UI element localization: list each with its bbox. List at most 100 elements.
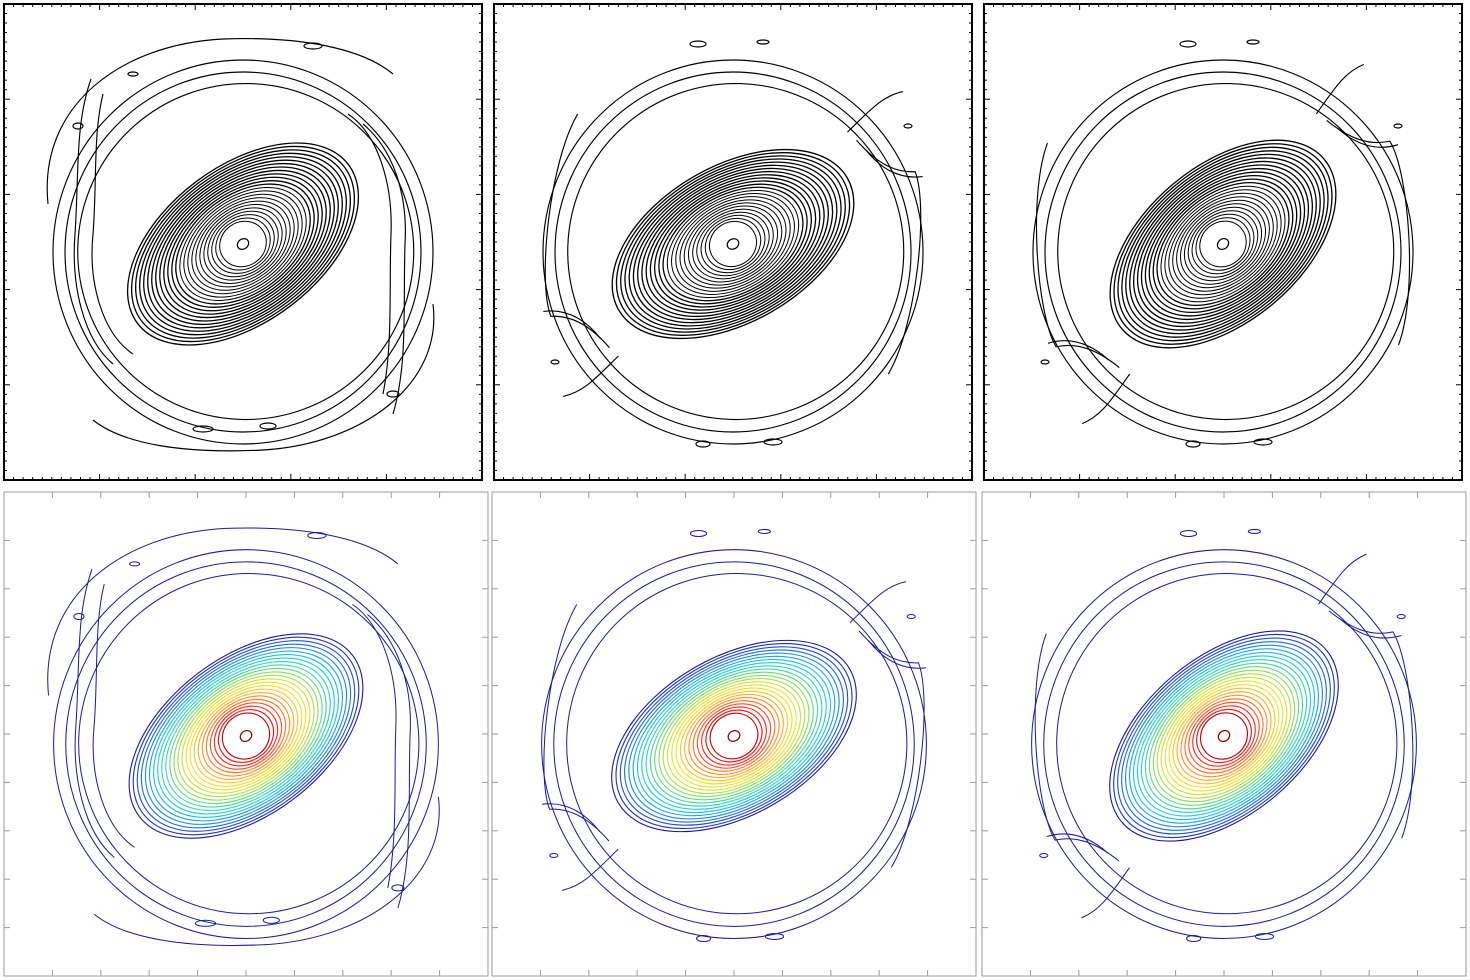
vortex-contour [671, 684, 797, 788]
fragment-contour [1396, 613, 1406, 620]
spiral-arm-contour [91, 93, 134, 355]
spiral-arm-contour [1034, 633, 1120, 862]
vortex-contour [637, 167, 829, 321]
vortex-contour [679, 690, 789, 782]
panel-frame [491, 491, 977, 977]
panel-bottom-left [3, 491, 489, 977]
panel-frame [3, 491, 489, 977]
spiral-arm-contour [46, 38, 394, 205]
frame-ticks [492, 492, 976, 976]
ring-contour [77, 82, 415, 421]
vortex-contour [611, 148, 855, 340]
spiral-arm-contour [347, 113, 392, 395]
vortex-contour [628, 161, 838, 327]
vortex-contour [1192, 705, 1256, 767]
vortex-contour [1184, 698, 1264, 774]
vortex-contour [1144, 171, 1302, 317]
vortex-contour [147, 159, 339, 329]
fragment-contour [549, 852, 559, 859]
vortex-contours [611, 148, 855, 340]
vortex-contour [632, 164, 834, 324]
vortex-contour [1164, 189, 1282, 299]
fragment-contour [1186, 934, 1202, 943]
vortex-contour [675, 687, 793, 785]
vortex-contour [654, 671, 814, 801]
vortex-core-contour [1217, 729, 1231, 743]
panel-frame [981, 491, 1467, 977]
ring-contour [64, 71, 422, 433]
vortex-contour [658, 183, 808, 305]
fragment-contours [1040, 39, 1403, 448]
spiral-arm-contour [73, 78, 114, 365]
vortex-contour [1187, 210, 1259, 278]
vortex-contour [183, 190, 303, 298]
fragment-contour [903, 123, 913, 129]
fragment-contours [72, 42, 400, 433]
fragment-contour [1040, 359, 1050, 365]
panel-frame [3, 3, 483, 481]
spiral-arm-contour [541, 803, 601, 833]
vortex-contour [132, 636, 360, 836]
spiral-arm-contour [92, 303, 435, 452]
ring-contour [53, 549, 439, 940]
vortex-contour [203, 207, 283, 281]
fragment-contour [763, 438, 783, 446]
vortex-contour [1156, 673, 1292, 799]
vortex-contour [662, 677, 806, 795]
vortex-contour [1113, 633, 1335, 839]
spiral-arm-contour [865, 149, 923, 178]
vortex-contour [700, 214, 766, 274]
spiral-arm-contour [561, 848, 619, 891]
fragment-contour [906, 613, 916, 620]
vortex-contour [696, 211, 770, 277]
vortex-contour [187, 193, 299, 295]
vortex-contour [1136, 164, 1310, 324]
fragment-contour [127, 71, 139, 77]
fragment-contour [757, 528, 771, 534]
vortex-contour [128, 633, 364, 839]
fragment-contours [1039, 528, 1406, 943]
vortex-contour [217, 709, 275, 763]
vortex-contour [167, 176, 319, 312]
vortex-contour [191, 197, 295, 291]
vortex-contour [221, 712, 271, 760]
vortex-contour [611, 639, 857, 833]
vortex-contour [213, 705, 279, 767]
vortex-contour [1132, 160, 1314, 328]
panel-frame [493, 3, 973, 481]
outer-ring-contours [541, 549, 927, 940]
vortex-contour [179, 186, 307, 302]
vortex-contour [1113, 143, 1333, 345]
vortex-contour [1183, 206, 1263, 282]
ring-contour [52, 59, 434, 445]
vortex-contour [696, 703, 772, 769]
fragment-contour [303, 42, 323, 50]
spiral-arm-contours [47, 527, 440, 946]
spiral-arm-contour [352, 603, 397, 888]
vortex-contour [708, 220, 758, 268]
spiral-arm-contour [543, 604, 610, 842]
fragment-contour [307, 531, 327, 540]
fragment-contour [391, 884, 405, 892]
fragment-contour [1179, 529, 1198, 538]
vortex-contour [151, 162, 335, 326]
spiral-arm-contour [1046, 833, 1109, 854]
panel-frame [983, 3, 1463, 481]
vortex-contour [1140, 167, 1306, 321]
vortex-contour [709, 712, 759, 760]
fragment-contour [1179, 40, 1197, 48]
spiral-arm-contour [544, 113, 610, 349]
fragment-contour [1254, 932, 1275, 941]
vortex-contour [701, 706, 767, 766]
vortex-contour [666, 189, 800, 299]
outer-ring-contours [52, 59, 434, 445]
vortex-contour [169, 667, 323, 805]
spiral-arm-contour [1035, 142, 1120, 369]
vortex-contours [126, 142, 360, 346]
outer-ring-contours [53, 549, 439, 940]
vortex-contour [679, 199, 787, 289]
vortex-contour [1191, 213, 1255, 275]
vortex-contour [684, 693, 784, 779]
vortex-contours [611, 639, 857, 833]
vortex-contour [615, 152, 851, 336]
